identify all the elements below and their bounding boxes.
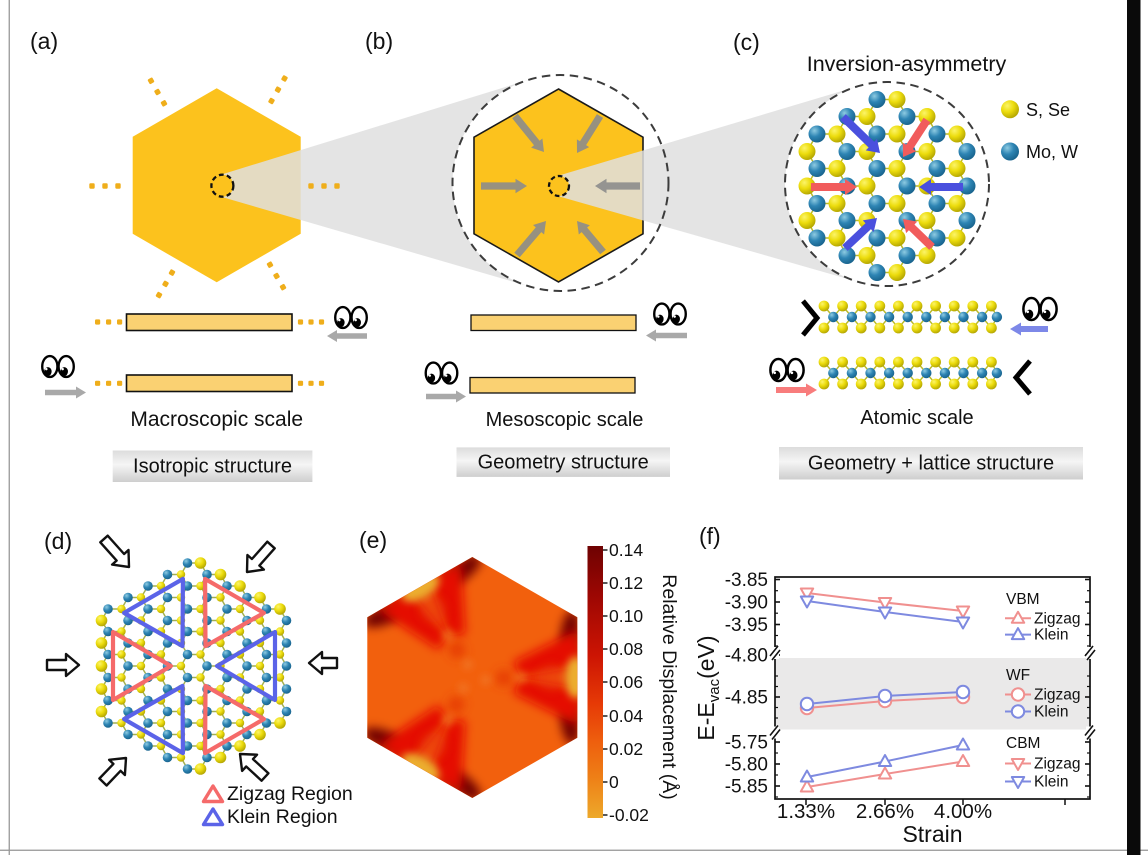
svg-text:S, Se: S, Se (1026, 100, 1070, 120)
svg-text:VBM: VBM (1006, 591, 1040, 608)
svg-text:CBM: CBM (1006, 735, 1040, 752)
svg-text:-0.02: -0.02 (609, 805, 649, 825)
svg-text:Zigzag: Zigzag (1034, 756, 1081, 773)
svg-text:Klein: Klein (1034, 774, 1068, 791)
svg-text:0.14: 0.14 (609, 540, 643, 560)
svg-text:Atomic scale: Atomic scale (860, 407, 973, 429)
svg-text:Zigzag Region: Zigzag Region (227, 783, 353, 805)
svg-text:-3.95: -3.95 (725, 615, 768, 636)
svg-text:(f): (f) (699, 523, 721, 549)
svg-text:-3.85: -3.85 (725, 570, 768, 591)
svg-text:Zigzag: Zigzag (1034, 687, 1081, 704)
svg-text:(a): (a) (30, 28, 58, 54)
svg-text:Mesoscopic scale: Mesoscopic scale (486, 409, 644, 431)
svg-text:0.04: 0.04 (609, 706, 643, 726)
svg-text:-5.80: -5.80 (725, 755, 768, 776)
svg-text:0.10: 0.10 (609, 606, 643, 626)
svg-text:4.00%: 4.00% (934, 800, 992, 823)
svg-text:Klein Region: Klein Region (227, 806, 338, 828)
svg-text:0.06: 0.06 (609, 672, 643, 692)
svg-text:(e): (e) (359, 527, 387, 553)
svg-text:(b): (b) (365, 28, 393, 54)
svg-text:-5.85: -5.85 (725, 777, 768, 798)
svg-text:0: 0 (609, 772, 619, 792)
svg-text:1.33%: 1.33% (777, 800, 835, 823)
svg-text:-5.75: -5.75 (725, 733, 768, 754)
svg-text:Geometry + lattice structure: Geometry + lattice structure (808, 453, 1054, 475)
svg-text:-4.85: -4.85 (725, 688, 768, 709)
svg-text:Macroscopic scale: Macroscopic scale (130, 408, 303, 431)
svg-text:0.12: 0.12 (609, 573, 643, 593)
svg-text:Mo, W: Mo, W (1026, 142, 1078, 162)
svg-text:(d): (d) (44, 528, 72, 554)
svg-text:-4.80: -4.80 (725, 646, 768, 667)
svg-text:Klein: Klein (1034, 627, 1068, 644)
svg-text:Zigzag: Zigzag (1034, 610, 1081, 627)
svg-text:Inversion-asymmetry: Inversion-asymmetry (807, 52, 1007, 76)
svg-text:0.02: 0.02 (609, 739, 643, 759)
svg-text:Relative Displacement (Å): Relative Displacement (Å) (658, 574, 681, 799)
svg-text:0.08: 0.08 (609, 639, 643, 659)
svg-text:Klein: Klein (1034, 704, 1068, 721)
svg-text:Geometry structure: Geometry structure (478, 452, 649, 474)
svg-text:2.66%: 2.66% (856, 800, 914, 823)
svg-text:WF: WF (1006, 667, 1030, 684)
svg-text:Strain: Strain (902, 821, 962, 847)
svg-text:Isotropic structure: Isotropic structure (133, 456, 292, 478)
svg-text:-3.90: -3.90 (725, 593, 768, 614)
svg-text:(c): (c) (733, 29, 760, 55)
